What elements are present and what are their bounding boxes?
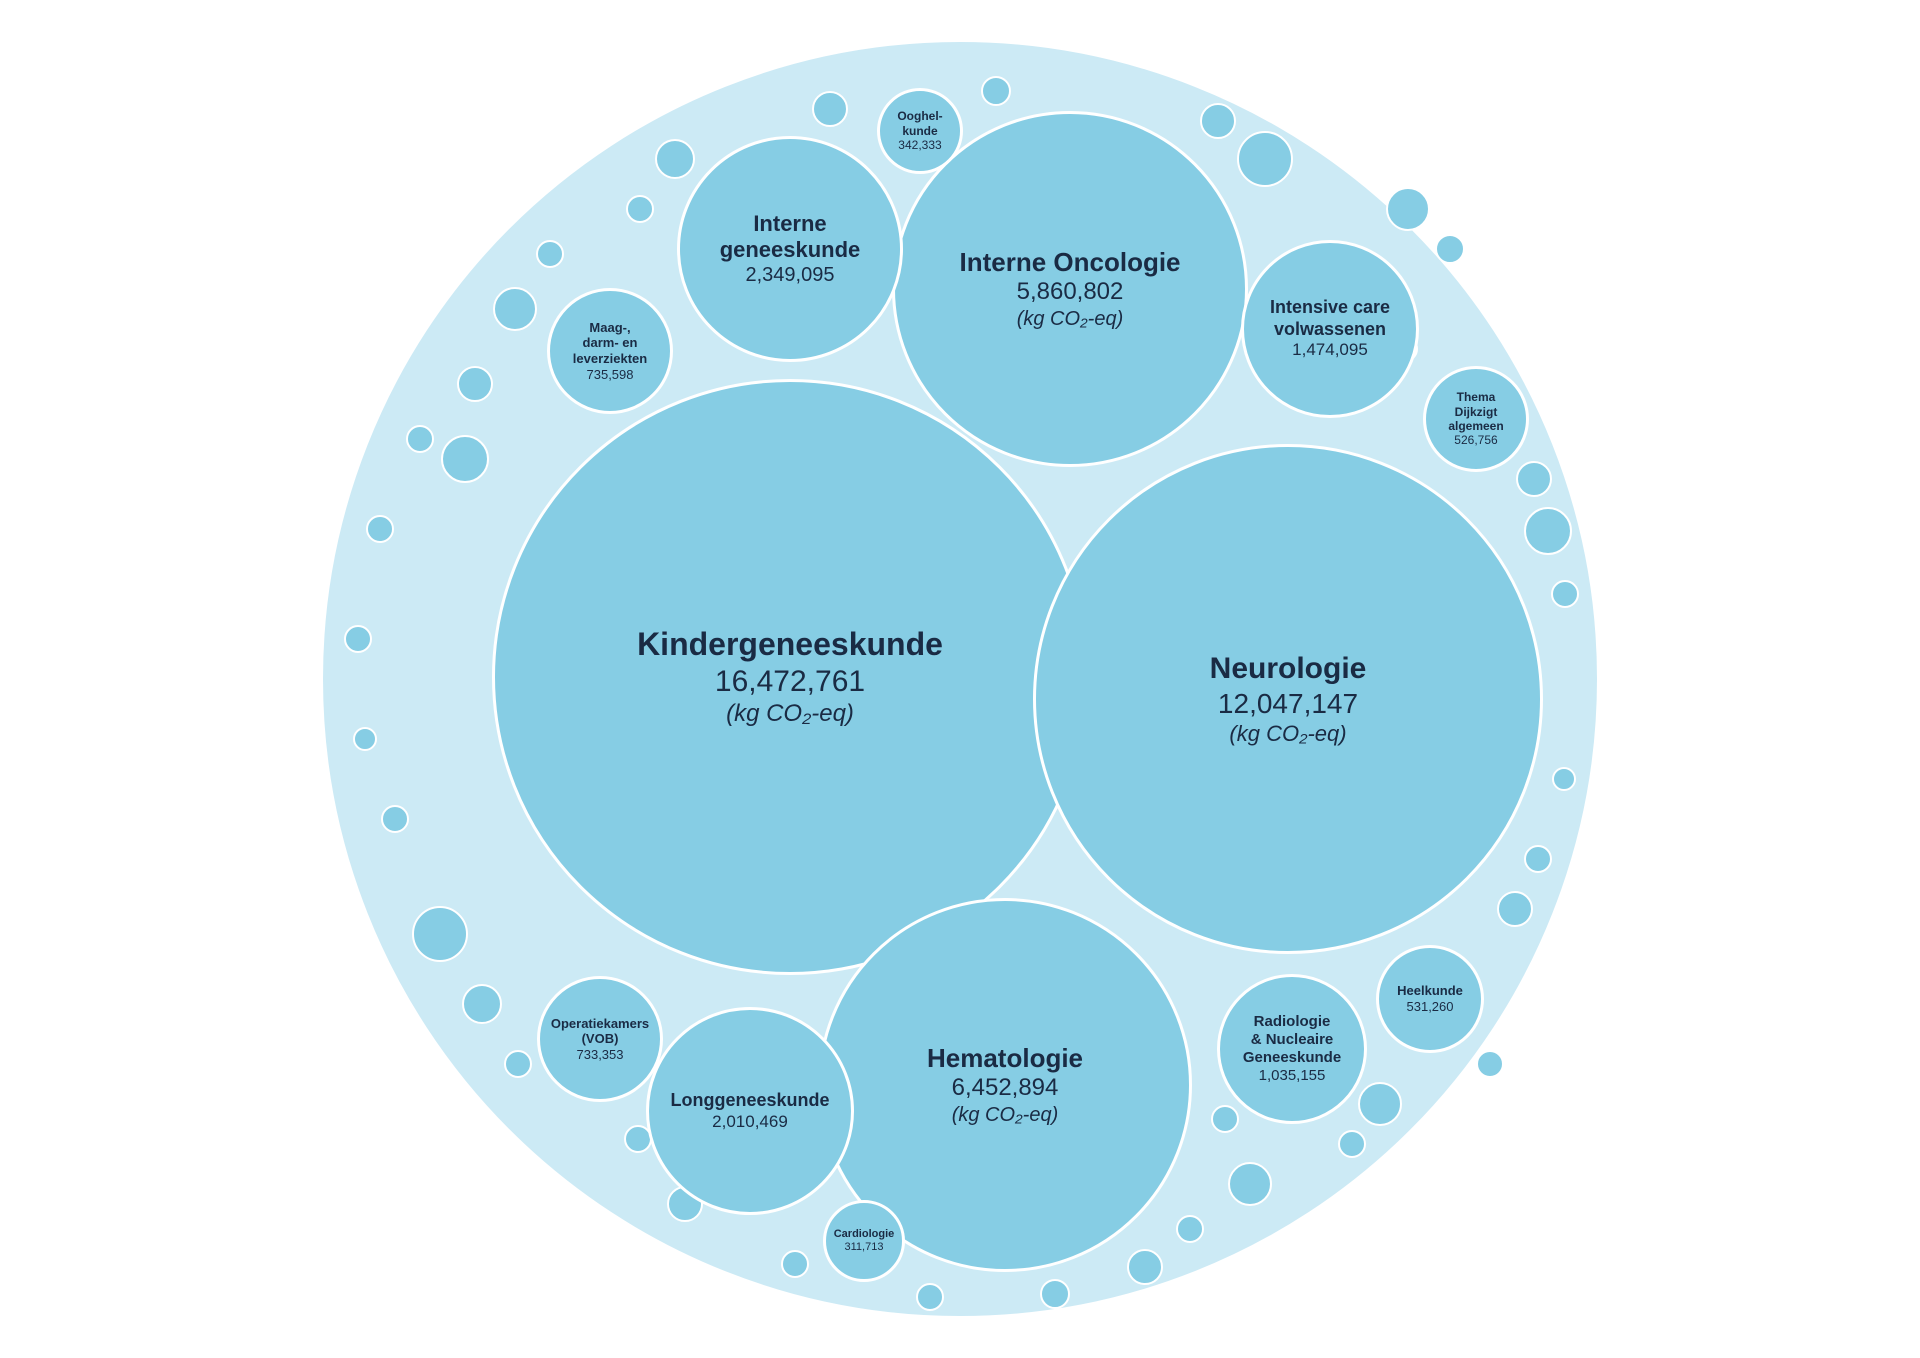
bubble-operatiekamers: Operatiekamers(VOB)733,353 (537, 976, 663, 1102)
bubble-value: 526,756 (1454, 433, 1497, 447)
micro-bubble (381, 805, 409, 833)
micro-bubble (462, 984, 502, 1024)
micro-bubble (1040, 1279, 1070, 1309)
micro-bubble (412, 906, 468, 962)
bubble-value: 5,860,802 (1017, 278, 1124, 307)
bubble-title: Ooghel-kunde (897, 109, 942, 138)
micro-bubble (1176, 1215, 1204, 1243)
micro-bubble (1497, 891, 1533, 927)
bubble-value: 735,598 (587, 367, 634, 383)
micro-bubble (353, 727, 377, 751)
micro-bubble (1435, 234, 1465, 264)
micro-bubble (457, 366, 493, 402)
micro-bubble (916, 1283, 944, 1311)
circle-packing-chart: Kindergeneeskunde16,472,761(kg CO₂-eq)Ne… (320, 39, 1600, 1319)
bubble-kindergeneeskunde: Kindergeneeskunde16,472,761(kg CO₂-eq) (492, 379, 1088, 975)
bubble-title: ThemaDijkzigtalgemeen (1448, 390, 1503, 433)
bubble-value: 16,472,761 (715, 664, 865, 700)
bubble-title: Maag-,darm- enleverziekten (573, 320, 647, 367)
bubble-title: Kindergeneeskunde (637, 625, 943, 663)
bubble-title: Radiologie& NucleaireGeneeskunde (1243, 1013, 1341, 1067)
micro-bubble (1211, 1105, 1239, 1133)
bubble-value: 6,452,894 (952, 1074, 1059, 1103)
micro-bubble (1524, 845, 1552, 873)
micro-bubble (406, 425, 434, 453)
bubble-value: 733,353 (577, 1047, 624, 1063)
bubble-value: 2,349,095 (746, 263, 835, 287)
micro-bubble (1516, 461, 1552, 497)
bubble-value: 2,010,469 (712, 1112, 788, 1132)
micro-bubble (1127, 1249, 1163, 1285)
bubble-value: 1,035,155 (1259, 1067, 1326, 1085)
bubble-title: Internegeneeskunde (720, 211, 861, 264)
micro-bubble (504, 1050, 532, 1078)
bubble-title: Neurologie (1210, 651, 1367, 687)
bubble-neurologie: Neurologie12,047,147(kg CO₂-eq) (1033, 444, 1543, 954)
bubble-title: Heelkunde (1397, 983, 1463, 999)
bubble-unit: (kg CO₂-eq) (1229, 721, 1346, 747)
micro-bubble (981, 76, 1011, 106)
micro-bubble (626, 195, 654, 223)
micro-bubble (1386, 187, 1430, 231)
micro-bubble (1228, 1162, 1272, 1206)
bubble-longgeneeskunde: Longgeneeskunde2,010,469 (646, 1007, 854, 1215)
bubble-intensive-care: Intensive carevolwassenen1,474,095 (1241, 240, 1419, 418)
bubble-value: 531,260 (1407, 999, 1454, 1015)
bubble-maag-darm: Maag-,darm- enleverziekten735,598 (547, 288, 673, 414)
bubble-radiologie: Radiologie& NucleaireGeneeskunde1,035,15… (1217, 974, 1367, 1124)
micro-bubble (1237, 131, 1293, 187)
bubble-thema-dijkzigt: ThemaDijkzigtalgemeen526,756 (1423, 366, 1529, 472)
bubble-title: Hematologie (927, 1043, 1083, 1074)
micro-bubble (1476, 1050, 1504, 1078)
micro-bubble (1552, 767, 1576, 791)
micro-bubble (366, 515, 394, 543)
micro-bubble (781, 1250, 809, 1278)
micro-bubble (1200, 103, 1236, 139)
bubble-unit: (kg CO₂-eq) (726, 700, 854, 729)
micro-bubble (344, 625, 372, 653)
bubble-value: 342,333 (898, 138, 941, 152)
micro-bubble (1551, 580, 1579, 608)
bubble-heelkunde: Heelkunde531,260 (1376, 945, 1484, 1053)
bubble-value: 311,713 (845, 1241, 884, 1254)
micro-bubble (1338, 1130, 1366, 1158)
bubble-title: Interne Oncologie (959, 247, 1180, 278)
bubble-cardiologie: Cardiologie311,713 (823, 1200, 905, 1282)
micro-bubble (536, 240, 564, 268)
bubble-oogheelkunde: Ooghel-kunde342,333 (877, 88, 963, 174)
bubble-interne-geneeskunde: Internegeneeskunde2,349,095 (677, 136, 903, 362)
bubble-title: Cardiologie (834, 1228, 895, 1241)
bubble-value: 12,047,147 (1218, 687, 1358, 721)
micro-bubble (812, 91, 848, 127)
bubble-title: Intensive carevolwassenen (1270, 297, 1390, 340)
micro-bubble (1358, 1082, 1402, 1126)
bubble-title: Operatiekamers(VOB) (551, 1016, 649, 1047)
bubble-value: 1,474,095 (1292, 340, 1368, 360)
bubble-title: Longgeneeskunde (670, 1090, 829, 1112)
micro-bubble (493, 287, 537, 331)
micro-bubble (441, 435, 489, 483)
micro-bubble (1524, 507, 1572, 555)
bubble-unit: (kg CO₂-eq) (952, 1103, 1059, 1127)
micro-bubble (655, 139, 695, 179)
bubble-unit: (kg CO₂-eq) (1017, 307, 1124, 331)
